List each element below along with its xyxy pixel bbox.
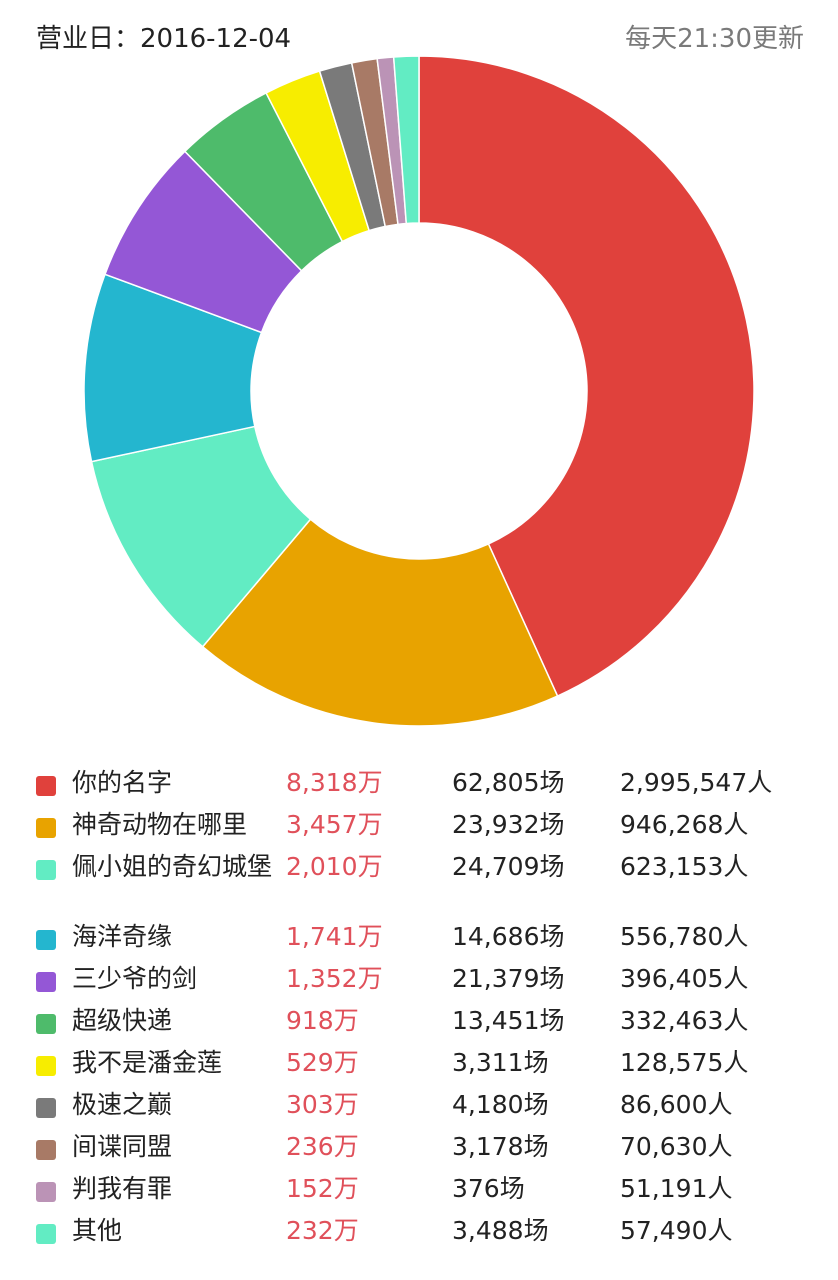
legend-people-2: 623,153人 (620, 852, 749, 881)
legend-people-9: 51,191人 (620, 1174, 733, 1203)
legend-row-5[interactable]: 超级快递 918万 13,451场 332,463人 (0, 1006, 838, 1048)
legend-box-office-7: 303万 (286, 1090, 359, 1119)
legend-name-9: 判我有罪 (72, 1174, 173, 1203)
legend-box-office-4: 1,352万 (286, 964, 383, 993)
legend-swatch-4 (36, 972, 56, 992)
legend-name-4: 三少爷的剑 (72, 964, 198, 993)
legend-name-7: 极速之巅 (72, 1090, 173, 1119)
legend-shows-5: 13,451场 (452, 1006, 565, 1035)
legend-shows-3: 14,686场 (452, 922, 565, 951)
legend-shows-8: 3,178场 (452, 1132, 549, 1161)
legend-row-6[interactable]: 我不是潘金莲 529万 3,311场 128,575人 (0, 1048, 838, 1090)
donut-slice-0[interactable] (418, 55, 755, 698)
legend-box-office-2: 2,010万 (286, 852, 383, 881)
legend-row-0[interactable]: 你的名字 8,318万 62,805场 2,995,547人 (0, 768, 838, 810)
legend-shows-9: 376场 (452, 1174, 525, 1203)
legend-swatch-9 (36, 1182, 56, 1202)
legend-shows-1: 23,932场 (452, 810, 565, 839)
business-date: 营业日：2016-12-04 (36, 24, 292, 54)
legend-shows-2: 24,709场 (452, 852, 565, 881)
legend-row-7[interactable]: 极速之巅 303万 4,180场 86,600人 (0, 1090, 838, 1132)
legend-shows-10: 3,488场 (452, 1216, 549, 1245)
legend-box-office-10: 232万 (286, 1216, 359, 1245)
legend-people-4: 396,405人 (620, 964, 749, 993)
legend-row-2[interactable]: 佩小姐的奇幻城堡 2,010万 24,709场 623,153人 (0, 852, 838, 922)
legend-box-office-1: 3,457万 (286, 810, 383, 839)
header: 营业日：2016-12-04 每天21:30更新 (0, 0, 838, 80)
legend-name-6: 我不是潘金莲 (72, 1048, 223, 1077)
legend-shows-7: 4,180场 (452, 1090, 549, 1119)
legend-box-office-5: 918万 (286, 1006, 359, 1035)
update-time-note: 每天21:30更新 (625, 24, 804, 54)
donut-slice-1[interactable] (201, 518, 559, 727)
legend-shows-0: 62,805场 (452, 768, 565, 797)
legend-swatch-8 (36, 1140, 56, 1160)
legend-swatch-1 (36, 818, 56, 838)
legend-swatch-3 (36, 930, 56, 950)
legend-name-5: 超级快递 (72, 1006, 173, 1035)
legend-swatch-2 (36, 860, 56, 880)
legend-people-7: 86,600人 (620, 1090, 733, 1119)
legend-shows-6: 3,311场 (452, 1048, 549, 1077)
legend-row-1[interactable]: 神奇动物在哪里 3,457万 23,932场 946,268人 (0, 810, 838, 852)
legend-name-1: 神奇动物在哪里 (72, 810, 248, 839)
legend-swatch-10 (36, 1224, 56, 1244)
legend-name-10: 其他 (72, 1216, 123, 1245)
legend-row-9[interactable]: 判我有罪 152万 376场 51,191人 (0, 1174, 838, 1216)
legend-box-office-6: 529万 (286, 1048, 359, 1077)
legend-people-5: 332,463人 (620, 1006, 749, 1035)
legend-people-10: 57,490人 (620, 1216, 733, 1245)
legend-box-office-0: 8,318万 (286, 768, 383, 797)
legend-name-0: 你的名字 (72, 768, 173, 797)
legend-row-10[interactable]: 其他 232万 3,488场 57,490人 (0, 1216, 838, 1258)
legend-shows-4: 21,379场 (452, 964, 565, 993)
legend-swatch-5 (36, 1014, 56, 1034)
legend-box-office-9: 152万 (286, 1174, 359, 1203)
legend-name-3: 海洋奇缘 (72, 922, 173, 951)
legend-people-0: 2,995,547人 (620, 768, 773, 797)
donut-slice-10[interactable] (392, 55, 420, 225)
legend-table: 你的名字 8,318万 62,805场 2,995,547人 神奇动物在哪里 3… (0, 768, 838, 1258)
legend-name-2: 佩小姐的奇幻城堡 (72, 852, 273, 881)
legend-swatch-0 (36, 776, 56, 796)
legend-people-3: 556,780人 (620, 922, 749, 951)
legend-people-1: 946,268人 (620, 810, 749, 839)
legend-swatch-7 (36, 1098, 56, 1118)
legend-row-8[interactable]: 间谍同盟 236万 3,178场 70,630人 (0, 1132, 838, 1174)
legend-box-office-3: 1,741万 (286, 922, 383, 951)
legend-people-8: 70,630人 (620, 1132, 733, 1161)
donut-chart (83, 55, 755, 727)
legend-swatch-6 (36, 1056, 56, 1076)
legend-people-6: 128,575人 (620, 1048, 749, 1077)
legend-row-4[interactable]: 三少爷的剑 1,352万 21,379场 396,405人 (0, 964, 838, 1006)
legend-name-8: 间谍同盟 (72, 1132, 173, 1161)
legend-row-3[interactable]: 海洋奇缘 1,741万 14,686场 556,780人 (0, 922, 838, 964)
legend-box-office-8: 236万 (286, 1132, 359, 1161)
